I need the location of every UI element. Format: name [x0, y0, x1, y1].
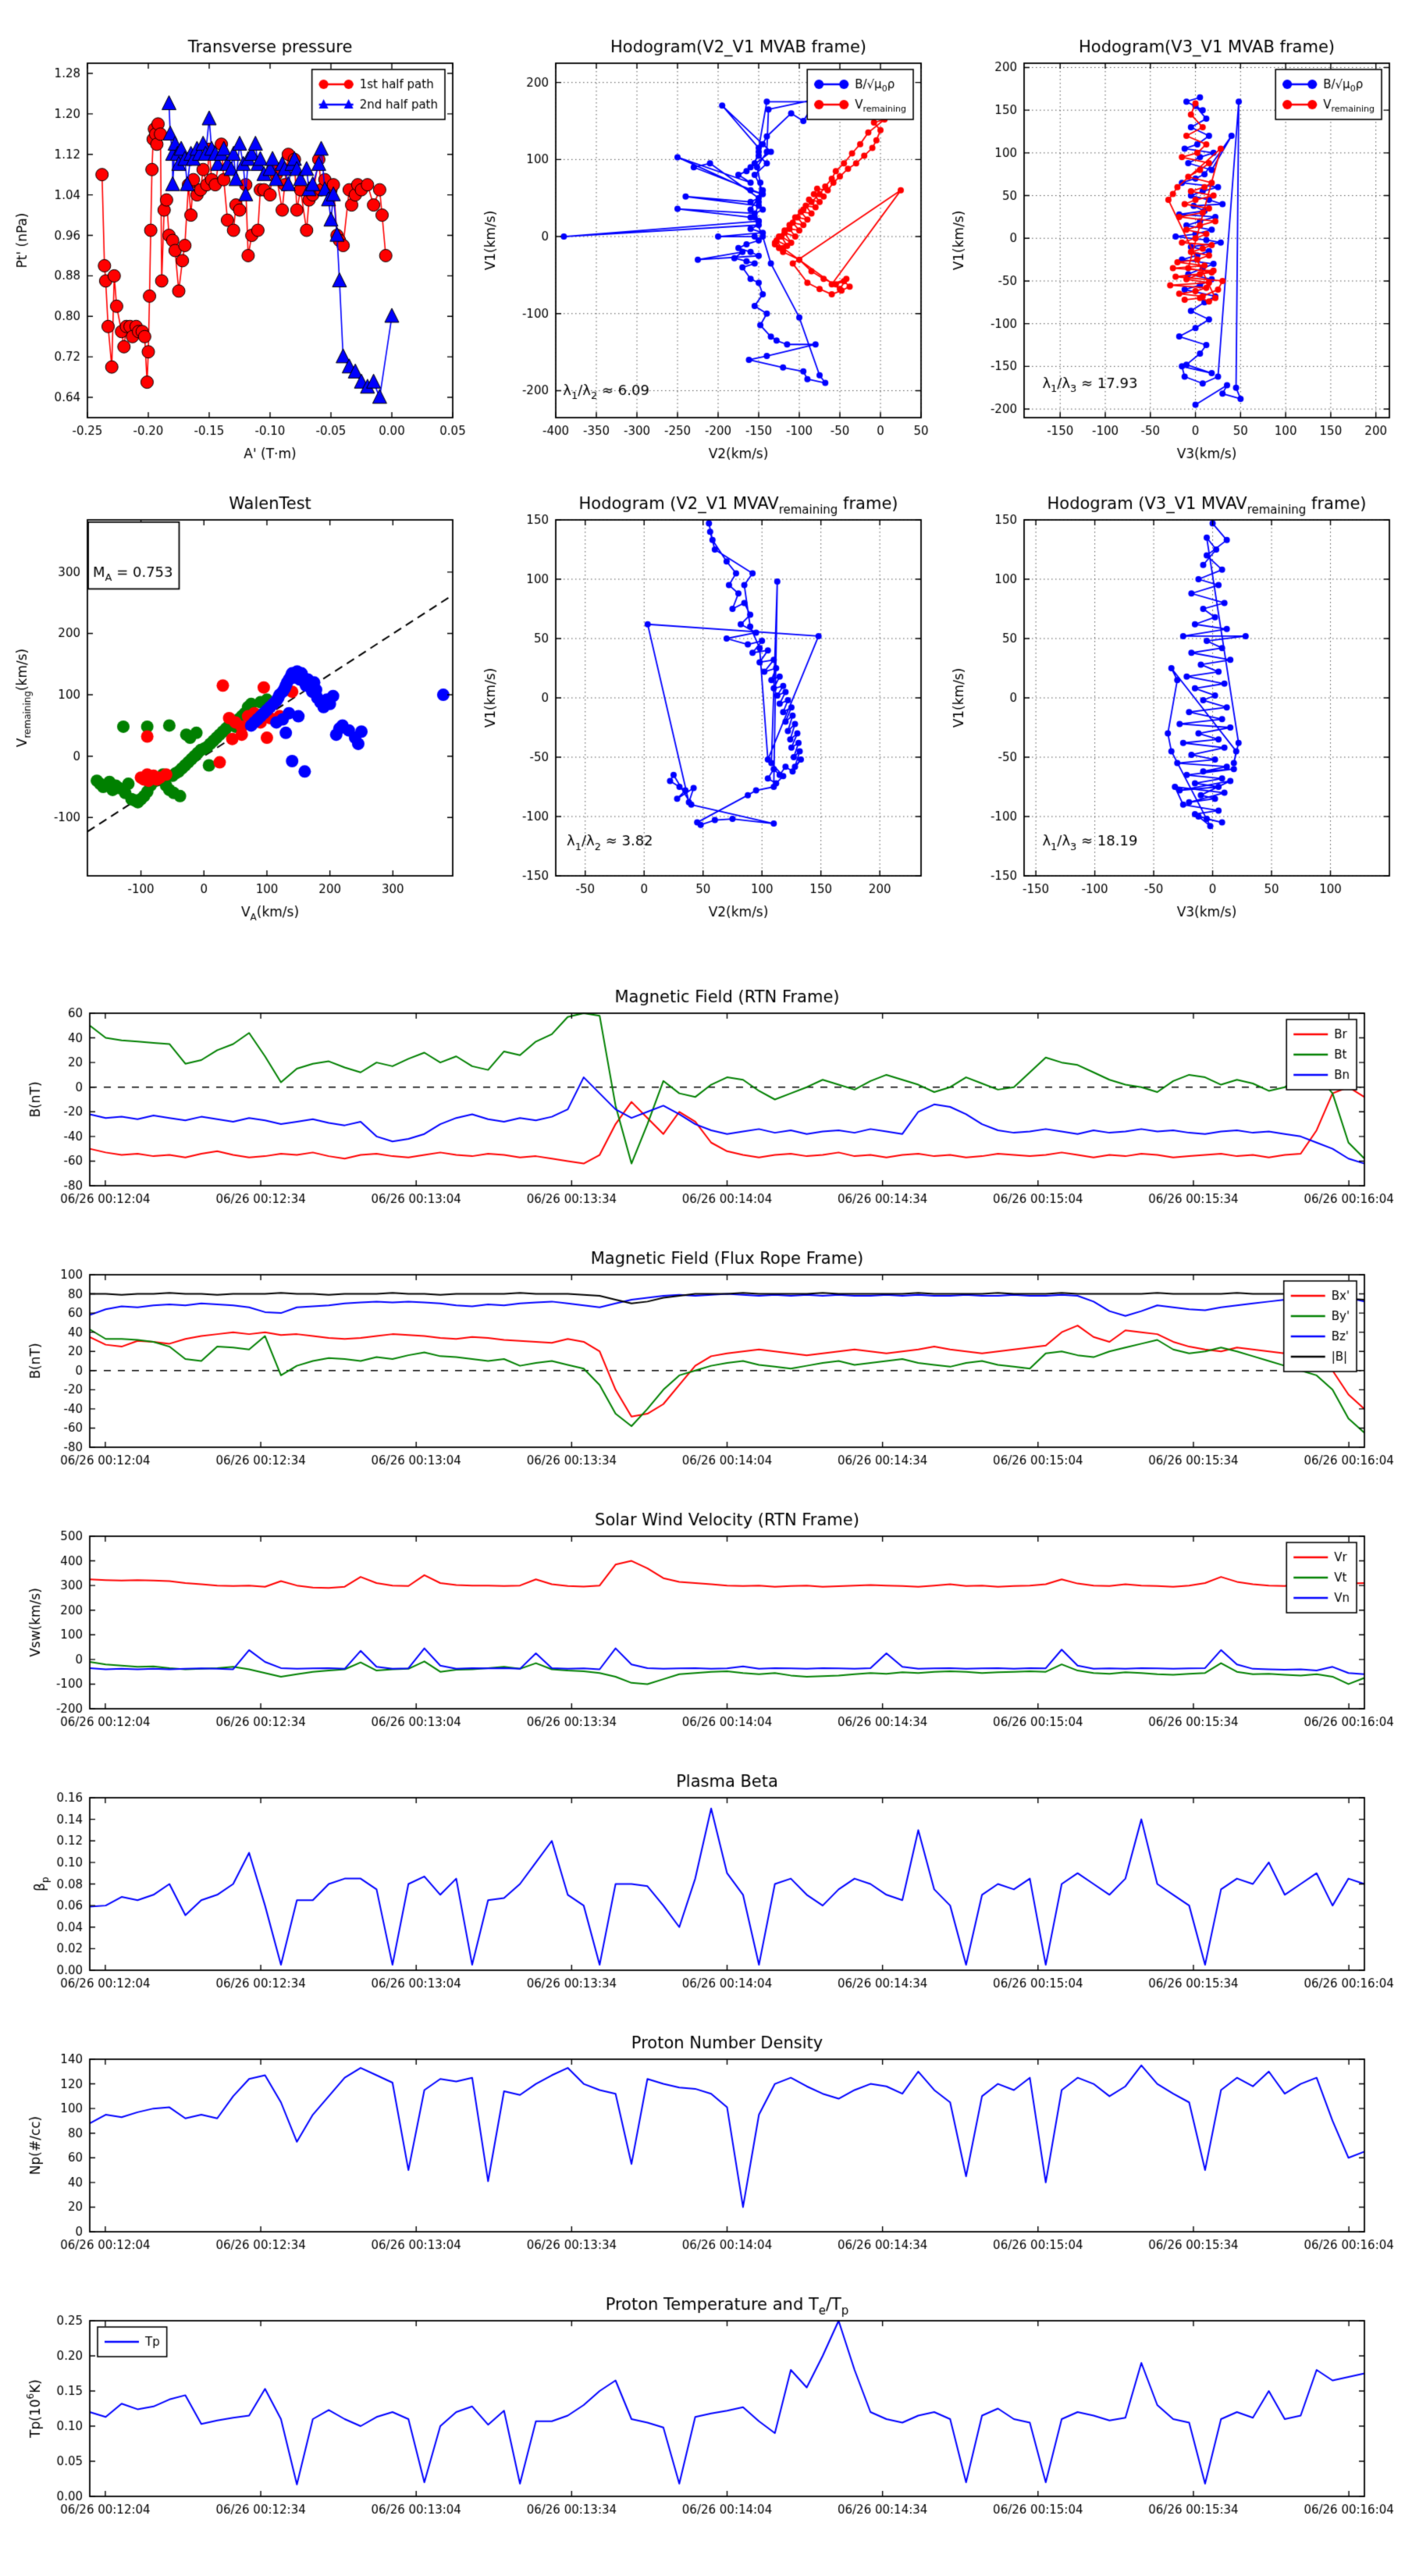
hodogram-v3v1-mvab-plot	[937, 20, 1405, 482]
plasma-beta-panel	[0, 1757, 1405, 2019]
proton-temperature-panel	[0, 2280, 1405, 2549]
walen-test-plot	[0, 475, 468, 943]
hodogram-v3v1-mvav-plot	[937, 475, 1405, 943]
magnetic-field-rtn-panel	[0, 973, 1405, 1234]
solar-wind-velocity-panel	[0, 1496, 1405, 1757]
hodogram-v2v1-mvav-plot	[468, 475, 937, 943]
proton-number-density-panel	[0, 2019, 1405, 2280]
hodogram-v2v1-mvab-plot	[468, 20, 937, 482]
transverse-pressure-plot	[0, 20, 468, 482]
magnetic-field-flux-rope-panel	[0, 1234, 1405, 1496]
